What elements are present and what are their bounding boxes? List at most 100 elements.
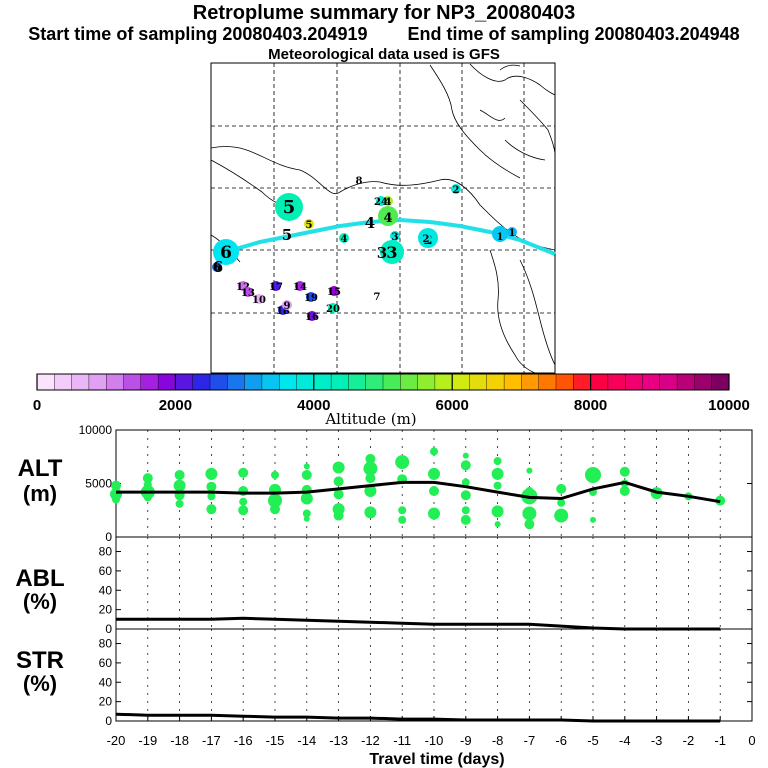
altitude-point	[206, 481, 217, 492]
altitude-point	[428, 507, 440, 520]
colorbar-bin	[642, 373, 661, 391]
colorbar-tick-label: 0	[33, 397, 41, 414]
plume-center-marker	[378, 206, 398, 226]
altitude-point	[332, 461, 345, 474]
colorbar-bin	[365, 373, 384, 391]
cluster-marker	[304, 219, 314, 229]
colorbar-bin	[607, 373, 626, 391]
str-y-tick-label: 80	[99, 637, 113, 651]
cluster-marker	[295, 281, 305, 291]
cluster-marker	[507, 227, 517, 237]
cluster-label: 2	[453, 185, 460, 196]
alt-y-tick-label: 0	[105, 530, 112, 544]
altitude-point	[461, 506, 470, 515]
cluster-label: 17	[269, 282, 283, 293]
altitude-point	[238, 467, 249, 478]
cluster-label: 19	[304, 293, 318, 304]
colorbar-bin	[555, 373, 574, 391]
coastline	[429, 64, 521, 179]
abl-y-tick-label: 80	[99, 545, 113, 559]
altitude-point	[143, 493, 152, 502]
altitude-point	[239, 497, 248, 506]
altitude-point	[460, 514, 471, 525]
colorbar-bin	[711, 373, 730, 391]
plume-center-label: 4	[383, 211, 392, 226]
abl-y-tick-label: 0	[105, 622, 112, 636]
colorbar-bin	[227, 373, 246, 391]
cluster-marker	[212, 262, 222, 272]
altitude-colorbar	[36, 373, 730, 391]
altitude-point	[522, 506, 537, 521]
x-tick-label: -6	[555, 733, 567, 748]
colorbar-bin	[192, 373, 211, 391]
colorbar-bin	[330, 373, 349, 391]
colorbar-bin	[590, 373, 609, 391]
cluster-marker	[306, 292, 316, 302]
abl-panel-unit: (%)	[22, 589, 58, 614]
coastline	[469, 63, 556, 96]
colorbar-bin	[694, 373, 713, 391]
altitude-point	[526, 467, 533, 474]
altitude-point	[429, 485, 439, 496]
colorbar-bin	[175, 373, 194, 391]
alt-series-line	[116, 480, 721, 504]
colorbar-bin	[71, 373, 90, 391]
colorbar-bin	[676, 373, 695, 391]
cluster-marker	[383, 196, 393, 206]
altitude-point	[462, 452, 469, 459]
coastline	[499, 64, 521, 71]
x-tick-label: -1	[714, 733, 726, 748]
plume-center-marker	[380, 240, 404, 264]
altitude-point	[557, 498, 566, 507]
coastline	[519, 259, 556, 366]
x-tick-label: -17	[202, 733, 221, 748]
colorbar-bin	[209, 373, 228, 391]
colorbar-bin	[157, 373, 176, 391]
colorbar-bin	[434, 373, 453, 391]
colorbar-bin	[279, 373, 298, 391]
altitude-point	[300, 492, 313, 505]
altitude-point	[619, 466, 630, 477]
day-label: 3	[377, 244, 387, 262]
altitude-point	[173, 479, 186, 492]
altitude-point	[460, 460, 471, 471]
altitude-point	[491, 505, 504, 518]
cluster-label: 7	[374, 292, 381, 303]
abl-y-tick-label: 60	[99, 564, 113, 578]
cluster-label: 24	[374, 197, 388, 208]
x-tick-label: -4	[619, 733, 631, 748]
altitude-point	[430, 447, 438, 456]
altitude-point	[556, 483, 567, 494]
altitude-point	[270, 504, 280, 515]
plume-center-label: 5	[283, 197, 296, 218]
altitude-point	[303, 463, 310, 470]
altitude-point	[301, 469, 312, 480]
altitude-point	[494, 521, 501, 528]
x-tick-label: -3	[651, 733, 663, 748]
colorbar-bin	[452, 373, 471, 391]
altitude-point	[554, 508, 569, 523]
coastline	[519, 99, 556, 156]
str-panel-label: STR	[16, 647, 64, 674]
altitude-point	[205, 467, 218, 480]
altitude-point	[590, 516, 596, 523]
meteorological-data-note: Meteorological data used is GFS	[268, 46, 500, 63]
day-label: 6	[213, 258, 223, 276]
alt-panel-unit: (m)	[22, 481, 58, 506]
colorbar-bin	[123, 373, 142, 391]
x-tick-label: -13	[329, 733, 348, 748]
colorbar-bin	[538, 373, 557, 391]
altitude-point	[493, 457, 502, 466]
colorbar-tick-labels: 0 2000 4000 6000 8000 10000	[33, 374, 750, 414]
sampling-time-line: Start time of sampling 20080403.204919 E…	[0, 24, 768, 45]
x-tick-label: -16	[234, 733, 253, 748]
alt-y-tick-label: 5000	[85, 477, 112, 491]
trajectory-map: 123456 122344567824121314151617181920910…	[210, 62, 556, 374]
altitude-point	[143, 480, 152, 489]
abl-panel-frame	[115, 536, 753, 630]
x-tick-label: -14	[297, 733, 316, 748]
altitude-point	[364, 484, 377, 497]
colorbar-tick-label: 8000	[574, 397, 607, 414]
cluster-label: 16	[305, 312, 319, 323]
plume-center-label: 3	[386, 243, 397, 262]
